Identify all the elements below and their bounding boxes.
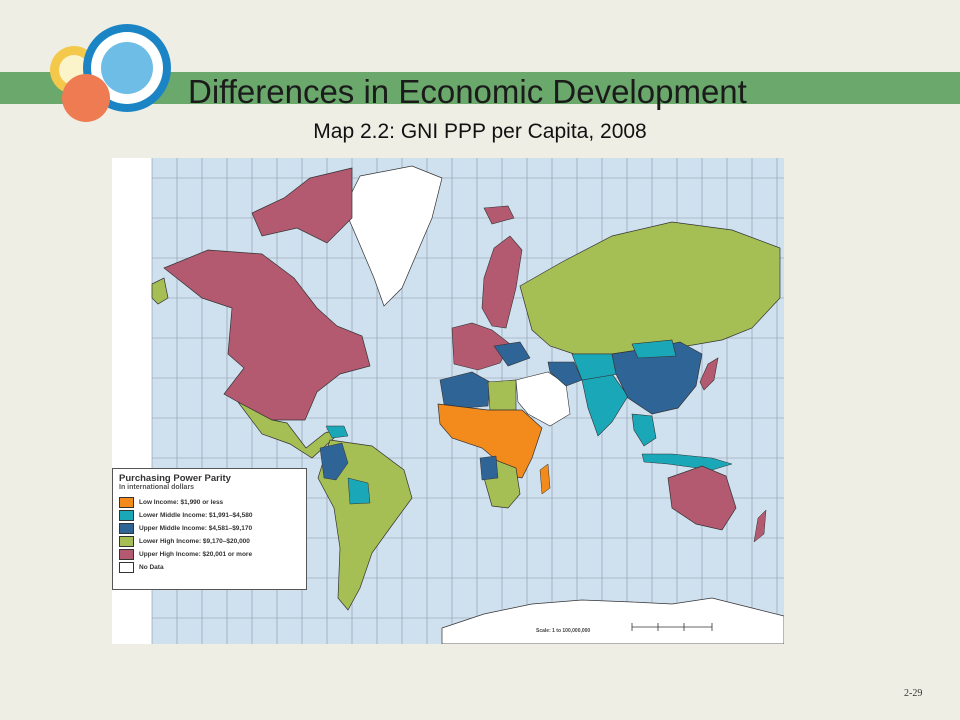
region-north-africa	[439, 371, 491, 409]
region-scandinavia	[481, 235, 523, 329]
legend-swatch	[119, 523, 134, 534]
legend-item: Lower Middle Income: $1,991–$4,580	[119, 509, 300, 522]
region-australia	[667, 465, 737, 531]
region-alaska	[151, 277, 169, 305]
region-japan	[699, 357, 719, 391]
legend-item: Upper High Income: $20,001 or more	[119, 548, 300, 561]
scale-label: Scale: 1 to 100,000,000	[536, 628, 591, 634]
legend-label: Lower High Income: $9,170–$20,000	[139, 538, 250, 545]
legend-label: Upper High Income: $20,001 or more	[139, 551, 253, 558]
page-number: 2-29	[904, 688, 923, 699]
legend-item: No Data	[119, 561, 300, 574]
region-iceland	[483, 205, 515, 225]
legend-swatch	[119, 549, 134, 560]
legend-subtitle: In international dollars	[119, 484, 195, 491]
region-mongolia	[631, 339, 677, 359]
map-subtitle: Map 2.2: GNI PPP per Capita, 2008	[313, 120, 647, 143]
region-north-america	[163, 249, 371, 421]
decorative-circles-logo	[50, 24, 171, 122]
legend-swatch	[119, 562, 134, 573]
legend-label: No Data	[139, 564, 164, 571]
legend-item: Lower High Income: $9,170–$20,000	[119, 535, 300, 548]
legend-label: Upper Middle Income: $4,581–$9,170	[139, 525, 253, 532]
region-caribbean	[325, 425, 349, 439]
region-south-america	[317, 439, 413, 611]
region-arctic-islands	[251, 167, 353, 244]
legend-swatch	[119, 497, 134, 508]
map-legend: Purchasing Power Parity In international…	[112, 468, 307, 590]
region-middle-east	[515, 371, 571, 427]
legend-item: Upper Middle Income: $4,581–$9,170	[119, 522, 300, 535]
legend-item: Low Income: $1,990 or less	[119, 496, 300, 509]
region-andes	[319, 442, 349, 481]
region-greenland	[343, 165, 443, 307]
region-new-zealand	[753, 509, 767, 543]
world-map: Purchasing Power Parity In international…	[112, 158, 784, 644]
world-map-graphic	[151, 158, 784, 644]
region-sahara	[487, 379, 517, 411]
region-russia	[519, 221, 781, 355]
region-madagascar	[539, 463, 551, 495]
legend-swatch	[119, 510, 134, 521]
legend-label: Low Income: $1,990 or less	[139, 499, 224, 506]
region-antarctica	[441, 597, 784, 644]
region-bolivia	[347, 477, 371, 505]
scale-bar	[631, 623, 713, 631]
slide-title: Differences in Economic Development	[188, 73, 747, 110]
region-southeast-asia	[631, 413, 657, 447]
region-eastern-europe	[493, 341, 531, 367]
region-angola	[479, 455, 499, 481]
region-indonesia	[641, 453, 733, 471]
legend-swatch	[119, 536, 134, 547]
legend-title: Purchasing Power Parity	[119, 473, 231, 484]
legend-label: Lower Middle Income: $1,991–$4,580	[139, 512, 253, 519]
region-iran	[547, 361, 583, 387]
